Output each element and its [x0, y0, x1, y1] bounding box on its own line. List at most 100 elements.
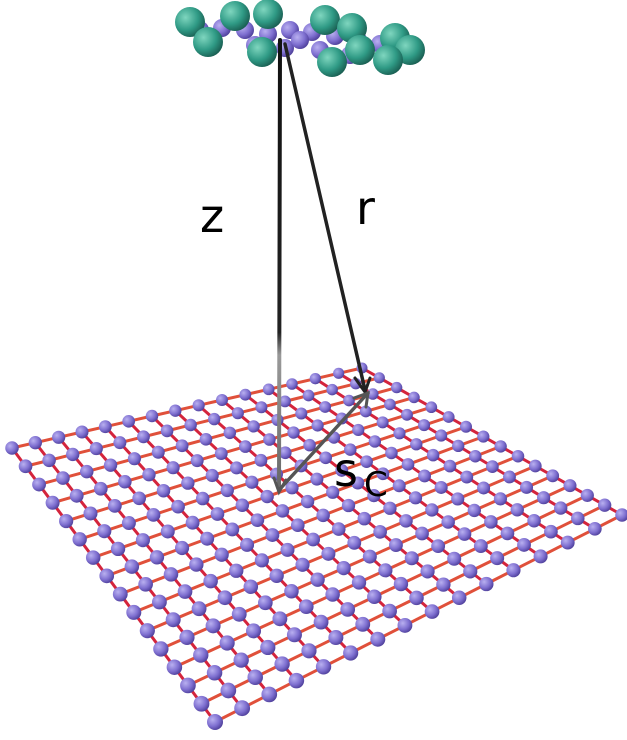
atom	[46, 496, 60, 510]
atom	[66, 448, 79, 461]
atom	[224, 427, 237, 440]
atom	[512, 450, 525, 463]
atom	[76, 426, 89, 439]
atom	[347, 536, 361, 550]
atom	[443, 411, 455, 423]
atom	[358, 512, 372, 526]
atom	[5, 441, 19, 455]
atom	[337, 561, 351, 575]
atom	[564, 479, 577, 492]
atom	[189, 557, 203, 571]
atom	[420, 564, 434, 578]
atom	[225, 523, 239, 537]
atom	[332, 522, 346, 536]
atom	[236, 499, 250, 513]
atom	[146, 410, 159, 423]
atom	[221, 484, 234, 497]
atom	[340, 602, 355, 617]
atom	[287, 627, 302, 642]
atom	[29, 436, 42, 449]
atom	[166, 612, 181, 627]
lattice	[5, 363, 627, 731]
atom	[181, 476, 194, 489]
atom	[166, 461, 179, 474]
atom	[274, 656, 289, 671]
atom	[378, 563, 392, 577]
atom	[501, 527, 515, 541]
atom	[458, 527, 472, 541]
atom	[425, 604, 440, 619]
atom	[479, 577, 493, 591]
atom	[554, 501, 567, 514]
atom	[352, 424, 364, 436]
atom	[230, 461, 243, 474]
atom	[206, 469, 219, 482]
atom	[52, 431, 65, 444]
atom	[460, 471, 473, 484]
atom	[207, 714, 223, 730]
atom	[200, 433, 213, 446]
atom	[382, 604, 397, 619]
atom	[316, 659, 331, 674]
atom	[132, 491, 146, 505]
atom	[42, 454, 56, 468]
atom	[291, 518, 305, 532]
atom	[234, 700, 250, 716]
atom	[310, 473, 323, 486]
atom	[333, 368, 344, 379]
large-atom	[220, 1, 250, 31]
atom	[306, 533, 320, 547]
atom	[191, 454, 204, 467]
atom	[171, 500, 185, 514]
atom	[398, 618, 413, 633]
atom	[138, 577, 153, 592]
atom	[221, 683, 237, 699]
atom	[389, 538, 403, 552]
atom	[537, 491, 550, 504]
atom	[343, 395, 355, 407]
atom	[240, 538, 254, 552]
atom	[245, 476, 258, 489]
atom	[258, 595, 273, 610]
atom	[251, 513, 265, 527]
z-vector	[279, 40, 280, 490]
atom	[261, 687, 277, 703]
atom	[186, 516, 200, 530]
atom	[111, 542, 125, 556]
atom	[32, 478, 46, 492]
atom	[284, 584, 299, 599]
atom	[206, 618, 221, 633]
atom	[544, 525, 558, 539]
atom	[484, 515, 498, 529]
atom	[140, 623, 155, 638]
atom	[546, 469, 559, 482]
atom	[215, 447, 228, 460]
atom	[113, 587, 128, 602]
atom	[343, 645, 358, 660]
atom	[321, 547, 335, 561]
atom	[393, 479, 406, 492]
atom	[147, 508, 161, 522]
atom	[232, 407, 244, 419]
atom	[355, 617, 370, 632]
atom	[164, 567, 179, 582]
atom	[193, 399, 205, 411]
atom	[415, 527, 429, 541]
atom	[239, 440, 252, 453]
atom	[19, 459, 33, 473]
large-atom	[247, 37, 277, 67]
atom	[441, 515, 455, 529]
atom	[232, 607, 247, 622]
atom	[142, 468, 155, 481]
atom	[363, 550, 377, 564]
atom	[255, 401, 267, 413]
small-atom	[291, 31, 309, 49]
atom	[301, 643, 316, 658]
atom	[571, 512, 585, 526]
large-atom	[310, 5, 340, 35]
label-r: r	[356, 181, 375, 235]
atom	[425, 503, 438, 516]
atom	[104, 458, 117, 471]
atom	[370, 632, 385, 647]
atom	[180, 678, 196, 694]
